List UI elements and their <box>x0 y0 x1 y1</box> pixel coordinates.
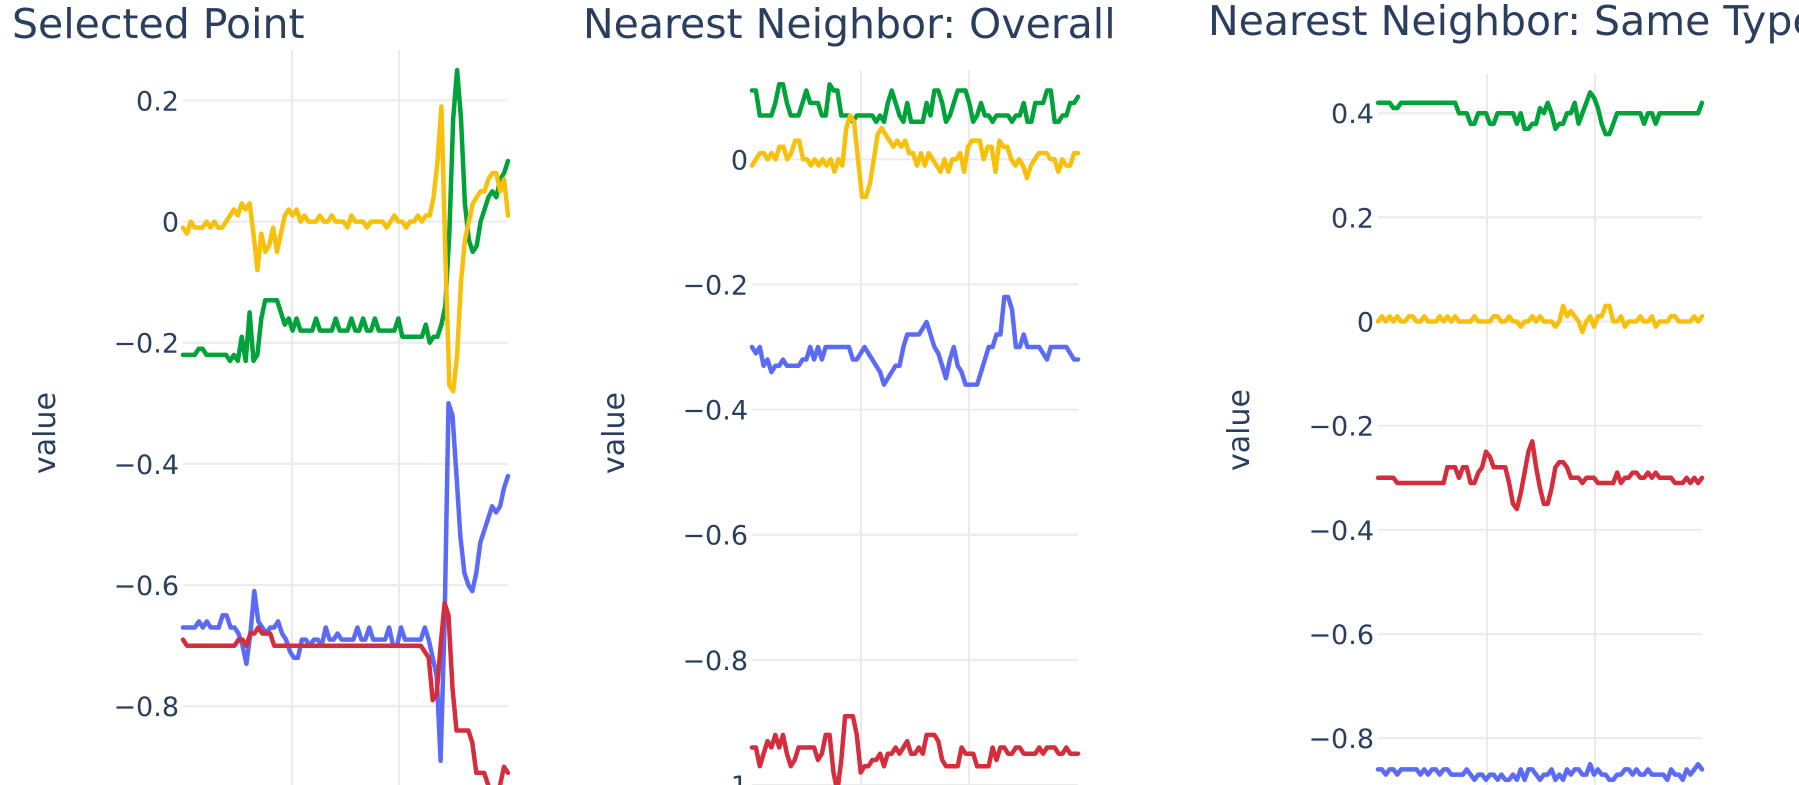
y-gridlines <box>183 99 508 708</box>
y-tick-label: 0.2 <box>1331 203 1374 234</box>
chart-title: Nearest Neighbor: Same Type <box>1208 0 1799 45</box>
y-tick-label: −0.8 <box>113 692 179 723</box>
series-line-3 <box>749 294 1081 387</box>
y-tick-label: −0.8 <box>1308 724 1374 755</box>
y-axis-label: value <box>1222 389 1257 471</box>
y-gridlines <box>752 158 1078 785</box>
x-gridlines <box>1486 74 1596 785</box>
chart-nearest-neighbor-overall: Nearest Neighbor: Overall value 0 −0.2 −0.… <box>583 0 1116 785</box>
series-line-2 <box>180 104 511 394</box>
series-line-1 <box>180 67 511 364</box>
y-tick-label: −0.6 <box>682 521 748 552</box>
series-line-4 <box>749 713 1081 785</box>
series-line-3 <box>180 401 511 764</box>
y-gridlines <box>1378 112 1702 740</box>
y-axis-label: value <box>597 392 632 474</box>
series-line-4 <box>180 600 511 785</box>
series-line-4 <box>1375 761 1705 783</box>
series-line-2 <box>1375 303 1705 335</box>
y-tick-label: −0.6 <box>113 571 179 602</box>
y-tick-labels: 0 −0.2 −0.4 −0.6 −0.8 −1 <box>682 145 748 785</box>
y-tick-label: 0 <box>731 145 748 176</box>
y-tick-label: 0 <box>162 208 179 239</box>
y-tick-label: −0.4 <box>682 396 748 427</box>
y-tick-label: −1 <box>708 771 748 785</box>
y-tick-labels: 0.4 0.2 0 −0.2 −0.4 −0.6 −0.8 <box>1308 99 1374 755</box>
y-tick-label: −0.4 <box>113 450 179 481</box>
chart-title: Selected Point <box>12 0 305 48</box>
y-axis-label: value <box>28 392 63 474</box>
series-line-1 <box>1375 90 1705 137</box>
series-line-3 <box>1375 439 1705 512</box>
y-tick-label: 0.2 <box>136 86 179 117</box>
y-tick-label: −0.2 <box>1308 412 1374 443</box>
series-line-2 <box>749 113 1081 200</box>
y-tick-label: −0.6 <box>1308 620 1374 651</box>
y-tick-label: −0.8 <box>682 646 748 677</box>
plot-area <box>1375 90 1705 783</box>
plot-area <box>749 82 1081 785</box>
x-gridlines <box>860 70 970 785</box>
plot-area <box>180 67 511 785</box>
series-line-1 <box>749 82 1081 125</box>
x-gridlines <box>291 50 400 785</box>
chart-selected-point: Selected Point value 0.2 0 −0.2 −0.4 −0.6 −0.… <box>12 0 511 785</box>
y-tick-label: 0.4 <box>1331 99 1374 130</box>
y-tick-label: −0.2 <box>113 329 179 360</box>
chart-nearest-neighbor-same-type: Nearest Neighbor: Same Type value 0.4 0.2… <box>1208 0 1799 785</box>
y-tick-label: −0.2 <box>682 270 748 301</box>
y-tick-label: −0.4 <box>1308 516 1374 547</box>
y-tick-labels: 0.2 0 −0.2 −0.4 −0.6 −0.8 <box>113 86 179 723</box>
y-tick-label: 0 <box>1357 308 1374 339</box>
chart-title: Nearest Neighbor: Overall <box>583 0 1116 48</box>
